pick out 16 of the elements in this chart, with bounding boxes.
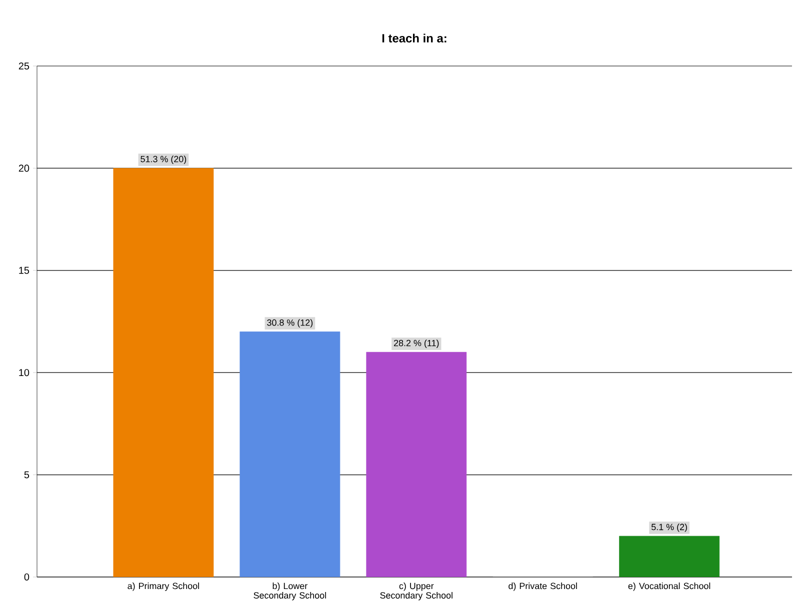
y-tick-label: 0 — [24, 573, 30, 581]
chart-title: I teach in a: — [382, 34, 446, 42]
data-label: 28.2 % (11) — [394, 340, 439, 348]
data-label: 30.8 % (12) — [267, 319, 313, 328]
y-tick-label: 10 — [19, 369, 30, 376]
y-tick-label: 15 — [19, 266, 30, 274]
x-tick-label: e) Vocational School — [628, 582, 710, 591]
x-tick-label: b) Lower Secondary School — [254, 582, 326, 600]
data-label: 5.1 % (2) — [652, 524, 687, 532]
y-tick-label: 20 — [18, 164, 30, 172]
x-tick-label: c) Upper Secondary School — [380, 582, 452, 600]
x-tick-label: a) Primary School — [128, 582, 199, 591]
x-tick-label: d) Private School — [508, 582, 577, 591]
data-label: 51.3 % (20) — [140, 156, 186, 164]
y-tick-label: 25 — [18, 62, 30, 70]
y-tick-label: 5 — [24, 471, 30, 478]
